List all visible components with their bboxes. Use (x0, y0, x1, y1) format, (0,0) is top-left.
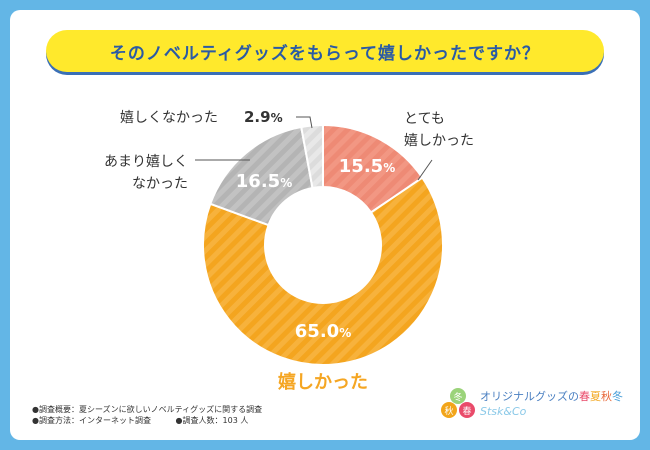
logo-badge-char-3: 春 (462, 405, 471, 417)
logo-subtitle: Stsk&Co (480, 405, 527, 418)
label-not-very-line2: なかった (132, 176, 188, 192)
label-not-happy: 嬉しくなかった (120, 110, 218, 126)
chart-card (10, 10, 640, 440)
slice-not-happy (300, 123, 324, 190)
chart-title-text: そのノベルティグッズをもらって嬉しかったですか？ (109, 43, 541, 64)
survey-method: ●調査方法：インターネット調査 (32, 416, 151, 425)
logo-badge-char-1: 冬 (453, 391, 462, 403)
value-label-not-happy: 2.9% (244, 108, 283, 126)
brand-logo: 冬 秋 春 オリジナルグッズの春夏秋冬 Stsk&Co (438, 386, 628, 426)
donut-slices (202, 123, 444, 366)
leader-line-not-happy (296, 116, 313, 129)
slice-happy (202, 176, 444, 366)
label-not-very-line1: あまり嬉しく (104, 154, 188, 170)
label-very-happy-line1: とても (404, 111, 445, 127)
survey-overview: ●調査概要：夏シーズンに欲しいノベルティグッズに関する調査 (32, 405, 263, 414)
value-label-not-very: 16.5% (236, 171, 292, 192)
leader-line-very-happy (417, 159, 433, 181)
logo-badge-char-2: 秋 (444, 405, 453, 417)
logo-badge-icon: 冬 秋 春 (441, 388, 475, 418)
survey-notes: ●調査概要：夏シーズンに欲しいノベルティグッズに関する調査 ●調査方法：インター… (32, 404, 270, 426)
value-label-happy: 65.0% (295, 321, 351, 342)
chart-title: そのノベルティグッズをもらって嬉しかったですか？ (46, 30, 604, 72)
value-label-very-happy: 15.5% (339, 156, 395, 177)
survey-count: ●調査人数：103 人 (175, 416, 249, 425)
label-very-happy-line2: 嬉しかった (404, 133, 474, 149)
label-happy: 嬉しかった (278, 371, 368, 393)
logo-title: オリジナルグッズの春夏秋冬 (480, 390, 623, 403)
